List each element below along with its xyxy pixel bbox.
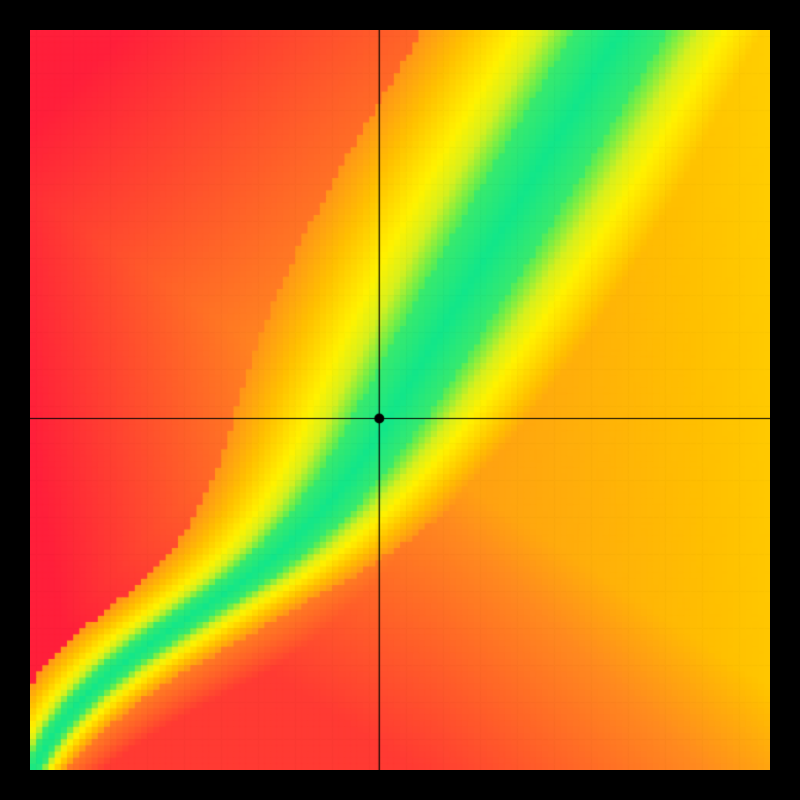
chart-container: { "canvas": { "width": 800, "height": 80…: [0, 0, 800, 800]
watermark-text: TheBottlenecker.com: [547, 4, 770, 30]
bottleneck-heatmap: [30, 30, 770, 770]
